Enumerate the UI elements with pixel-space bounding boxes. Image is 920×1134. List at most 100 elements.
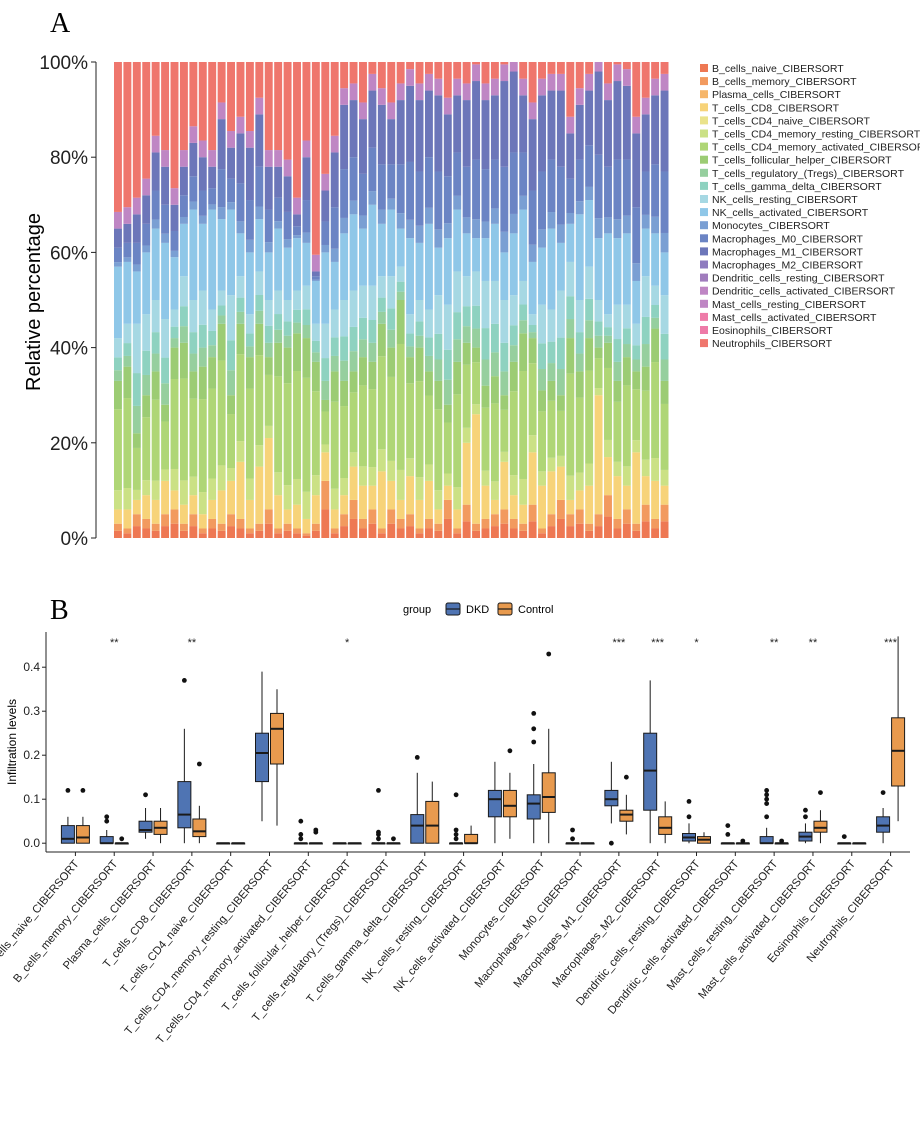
bar-segment <box>462 427 471 443</box>
bar-segment <box>283 211 292 240</box>
box-control <box>774 838 789 845</box>
significance-label: ** <box>770 637 779 649</box>
bar-segment <box>613 518 622 529</box>
bar-segment <box>274 342 283 377</box>
stacked-bar <box>293 62 301 538</box>
bar-segment <box>538 411 546 472</box>
bar-segment <box>575 472 584 491</box>
bar-segment <box>170 347 179 380</box>
bar-segment <box>594 218 603 239</box>
bar-segment <box>641 276 650 317</box>
bar-segment <box>622 523 631 538</box>
box-control <box>270 689 284 826</box>
bar-segment <box>349 499 358 519</box>
category-label: T_cells_regulatory_(Tregs)_CIBERSORT <box>250 858 392 1024</box>
bar-segment <box>264 242 273 253</box>
outlier-point <box>414 755 420 760</box>
bar-segment <box>509 495 518 519</box>
legend-swatch <box>700 221 708 230</box>
legend-swatch <box>700 195 708 203</box>
bar-segment <box>255 523 264 531</box>
legend-swatch <box>700 247 708 256</box>
bar-segment <box>594 71 603 155</box>
bar-segment <box>396 164 405 214</box>
bar-segment <box>311 280 320 324</box>
bar-segment <box>453 271 462 313</box>
legend-label: T_cells_CD4_naive_CIBERSORT <box>712 115 871 127</box>
bar-segment <box>632 371 641 390</box>
bar-segment <box>424 355 433 372</box>
bar-segment <box>227 295 236 341</box>
bar-segment <box>264 252 273 300</box>
bar-segment <box>359 528 367 538</box>
bar-segment <box>132 62 141 198</box>
bar-segment <box>170 326 179 339</box>
bar-segment <box>330 152 339 208</box>
bar-segment <box>434 380 443 410</box>
bar-segment <box>641 62 650 98</box>
stacked-bar <box>311 62 320 538</box>
bar-segment <box>377 356 386 450</box>
bar-segment <box>547 228 556 310</box>
bar-segment <box>443 379 452 405</box>
bar-segment <box>359 485 367 519</box>
stacked-bar <box>170 62 179 538</box>
bar-segment <box>613 380 622 402</box>
bar-segment <box>490 481 499 500</box>
bar-segment <box>349 157 358 201</box>
bar-segment <box>604 457 612 496</box>
panel-b-ytick-label: 0.4 <box>23 660 40 674</box>
legend-swatch <box>700 234 708 243</box>
bar-segment <box>368 73 377 91</box>
bar-segment <box>415 533 424 538</box>
bar-segment <box>132 373 141 406</box>
bar-segment <box>198 223 207 291</box>
bar-segment <box>415 100 424 172</box>
bar-segment <box>594 514 603 527</box>
bar-segment <box>198 528 207 534</box>
box-plot-chart: 0.00.10.20.30.4B_cells_naive_CIBERSORT**… <box>0 632 910 1046</box>
bar-segment <box>368 389 377 468</box>
bar-segment <box>462 83 471 101</box>
stacked-bar <box>622 62 631 538</box>
bar-segment <box>406 219 415 239</box>
bar-segment <box>481 238 490 281</box>
bar-segment <box>170 509 179 524</box>
bar-segment <box>594 62 603 72</box>
bar-segment <box>359 228 367 286</box>
bar-segment <box>142 528 151 538</box>
legend-label: Monocytes_CIBERSORT <box>712 220 830 232</box>
bar-segment <box>538 95 546 172</box>
bar-segment <box>227 147 236 179</box>
stacked-bar <box>500 62 509 538</box>
bar-segment <box>368 191 377 205</box>
bar-segment <box>604 233 612 315</box>
bar-segment <box>302 242 311 286</box>
box-body <box>604 789 619 807</box>
bar-segment <box>641 171 650 215</box>
bar-segment <box>396 518 405 529</box>
box-control <box>464 825 479 845</box>
bar-segment <box>500 62 509 65</box>
bar-segment <box>189 201 198 210</box>
bar-segment <box>330 401 339 489</box>
outlier-point <box>570 827 575 833</box>
outlier-point <box>531 711 537 716</box>
bar-segment <box>321 380 330 400</box>
box-control <box>658 801 673 844</box>
bar-segment <box>151 190 160 220</box>
bar-segment <box>377 62 386 89</box>
stacked-bar <box>406 62 415 538</box>
bar-segment <box>604 495 612 517</box>
bar-segment <box>179 326 188 343</box>
bar-segment <box>462 521 471 538</box>
bar-segment <box>114 509 122 524</box>
outlier-point <box>104 818 110 824</box>
legend-label: T_cells_CD4_memory_resting_CIBERSORT <box>712 129 920 141</box>
bar-segment <box>340 217 349 234</box>
bar-segment <box>302 533 311 536</box>
bar-segment <box>622 62 631 70</box>
bar-segment <box>538 229 546 248</box>
bar-segment <box>349 326 358 352</box>
bar-segment <box>424 157 433 208</box>
